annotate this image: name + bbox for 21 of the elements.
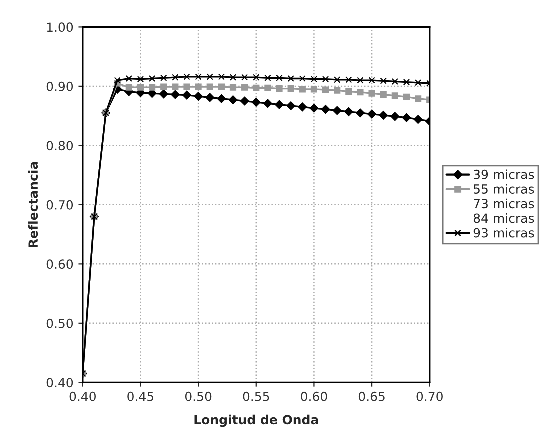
y-tick-label: 0.70 [46,200,74,210]
y-tick-label: 0.60 [46,260,74,270]
legend-label: 55 micras [474,184,534,194]
text: 84 micras [474,213,534,224]
x-tick-label: 0.50 [185,392,212,402]
x-tick-label: 0.70 [416,392,443,402]
x-tick-label: 0.60 [301,392,328,402]
y-tick-label: 1.00 [47,22,74,32]
x-tick-label: 0.40 [70,392,96,402]
y-tick-label: 0.90 [46,82,74,92]
y-tick-label: 0.80 [46,141,74,151]
x-tick-label: 0.45 [128,392,154,402]
y-tick-label: 0.50 [46,318,74,328]
y-tick-label: 0.40 [46,378,74,388]
x-axis-title: Longitud de Onda [194,414,318,428]
legend-label: 93 micras [474,228,534,238]
x-tick-label: 0.55 [243,392,270,402]
text: 73 micras [474,198,534,209]
x-tick-label: 0.65 [358,392,385,402]
y-axis-title: Reflectancia [28,162,38,248]
legend-label: 39 micras [474,170,534,180]
